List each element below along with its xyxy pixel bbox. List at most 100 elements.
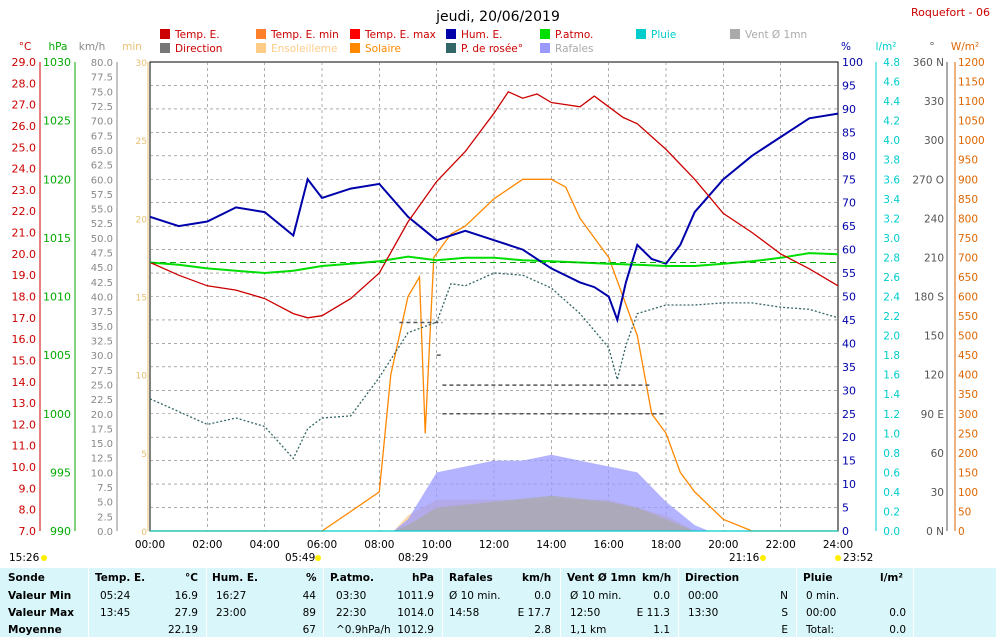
hum-axis-unit: % bbox=[841, 41, 851, 53]
rain-axis-tick-label: 0.0 bbox=[883, 526, 900, 538]
rain-axis-tick-label: 3.0 bbox=[883, 233, 900, 245]
temp-axis-tick-label: 22.0 bbox=[12, 205, 37, 218]
series-vent-1mn bbox=[150, 495, 838, 531]
legend-swatch bbox=[636, 29, 646, 39]
right-axes: 1009590858075706560555045403530252015105… bbox=[841, 41, 985, 538]
header-hum-unit: % bbox=[306, 572, 317, 584]
summary-rain: 0.0 bbox=[889, 624, 906, 636]
rain-axis-tick-label: 1.8 bbox=[883, 350, 900, 362]
header-gust: Rafales bbox=[449, 572, 493, 584]
temp-axis-tick-label: 13.0 bbox=[12, 397, 37, 410]
sunshine-axis-tick-label: 20 bbox=[136, 215, 148, 225]
wind-axis-tick-label: 42.5 bbox=[91, 278, 113, 289]
moon-rise-icon bbox=[41, 555, 47, 561]
weather-chart: 29.0 28.0 27.0 26.0 25.0 24.0 23.0 22.0 21.0 20.0… bbox=[9, 6, 990, 564]
summary-hum: 44 bbox=[302, 590, 316, 602]
rain-axis-tick-label: 2.6 bbox=[883, 272, 900, 284]
solar-axis-tick-label: 650 bbox=[958, 272, 978, 284]
humidity-axis-tick-label: 95 bbox=[842, 79, 856, 92]
solar-axis-tick-label: 1150 bbox=[958, 77, 985, 89]
sunshine-axis-tick-label: 25 bbox=[136, 137, 147, 147]
summary-dir: E bbox=[781, 624, 788, 636]
temp-axis-tick-label: 16.0 bbox=[12, 333, 37, 346]
wind-axis-tick-label: 70.0 bbox=[91, 117, 113, 128]
wind-axis-tick-label: 67.5 bbox=[91, 131, 113, 142]
summary-hum-time: 16:27 bbox=[216, 590, 247, 602]
summary-temp: 22.19 bbox=[167, 624, 198, 636]
moon-rise-time: 15:26 bbox=[9, 552, 40, 564]
summary-temp-time: 05:24 bbox=[100, 590, 131, 602]
series-p-atmo bbox=[149, 252, 839, 275]
temp-axis-tick-label: 24.0 bbox=[12, 163, 37, 176]
direction-axis-tick-label: 150 bbox=[924, 331, 944, 343]
moon-set-icon bbox=[835, 555, 841, 561]
wind-axis-tick-label: 75.0 bbox=[91, 87, 113, 98]
legend-label: Rafales bbox=[555, 43, 593, 55]
summary-wind-time: 1,1 km bbox=[570, 624, 607, 636]
humidity-axis-tick-label: 45 bbox=[842, 314, 856, 327]
solar-axis-tick-label: 50 bbox=[958, 506, 971, 518]
rain-axis-tick-label: 2.2 bbox=[883, 311, 900, 323]
temp-axis-tick-label: 19.0 bbox=[12, 269, 37, 282]
chart-series bbox=[149, 90, 839, 532]
humidity-axis-tick-label: 25 bbox=[842, 408, 856, 421]
direction-axis-tick-label: 240 bbox=[924, 213, 944, 225]
solar-axis-tick-label: 150 bbox=[958, 467, 978, 479]
header-press: P.atmo. bbox=[330, 572, 375, 584]
wind-axis-unit: km/h bbox=[79, 41, 106, 53]
legend-label: P. de rosée° bbox=[461, 43, 523, 55]
wind-axis-tick-label: 17.5 bbox=[91, 424, 113, 435]
legend-label: Solaire bbox=[365, 43, 401, 55]
header-hum: Hum. E. bbox=[212, 572, 259, 584]
direction-axis-tick-label: 180 S bbox=[914, 292, 944, 304]
time-tick-label: 18:00 bbox=[651, 539, 681, 551]
wind-axis-tick-label: 7.5 bbox=[97, 483, 113, 494]
legend-swatch bbox=[160, 29, 170, 39]
summary-press-time: 22:30 bbox=[336, 607, 367, 619]
legend-swatch bbox=[350, 43, 360, 53]
wind-axis-tick-label: 72.5 bbox=[91, 102, 113, 113]
temp-axis-tick-label: 29.0 bbox=[12, 56, 37, 69]
summary-gust-time: Ø 10 min. bbox=[449, 590, 501, 602]
wind-axis-tick-label: 22.5 bbox=[91, 395, 113, 406]
header-press-unit: hPa bbox=[412, 572, 434, 584]
humidity-axis-tick-label: 90 bbox=[842, 103, 856, 116]
solar-axis-tick-label: 200 bbox=[958, 448, 978, 460]
temp-axis-tick-label: 17.0 bbox=[12, 312, 37, 325]
legend-label: Temp. E. max bbox=[364, 29, 436, 41]
left-axes: 29.0 28.0 27.0 26.0 25.0 24.0 23.0 22.0 21.0 20.0… bbox=[12, 41, 149, 538]
temp-axis-tick-label: 26.0 bbox=[12, 120, 37, 133]
rain-axis-tick-label: 1.2 bbox=[883, 409, 900, 421]
humidity-axis-tick-label: 80 bbox=[842, 150, 856, 163]
summary-press-time: ^0.9hPa/h bbox=[336, 624, 391, 636]
wind-axis-tick-label: 0.0 bbox=[97, 527, 113, 538]
humidity-axis-tick-label: 75 bbox=[842, 173, 856, 186]
humidity-axis-tick-label: 35 bbox=[842, 361, 856, 374]
wind-axis-tick-label: 60.0 bbox=[91, 175, 113, 186]
direction-axis-tick-label: 120 bbox=[924, 370, 944, 382]
summary-press-time: 03:30 bbox=[336, 590, 367, 602]
solar-axis-unit: W/m² bbox=[951, 41, 979, 53]
time-tick-label: 22:00 bbox=[766, 539, 796, 551]
series-temp-e bbox=[149, 90, 839, 319]
humidity-axis-tick-label: 15 bbox=[842, 455, 856, 468]
sunshine-axis-tick-label: 10 bbox=[136, 372, 148, 382]
summary-table: Sonde Temp. E. °C Hum. E. % P.atmo. hPa … bbox=[0, 568, 996, 637]
sunset-time: 21:16 bbox=[729, 552, 760, 564]
temp-axis-tick-label: 11.0 bbox=[12, 440, 37, 453]
wind-axis-tick-label: 30.0 bbox=[91, 351, 113, 362]
summary-hum: 67 bbox=[302, 624, 316, 636]
summary-dir: S bbox=[781, 607, 788, 619]
temp-axis-tick-label: 27.0 bbox=[12, 99, 37, 112]
pressure-axis-tick-label: 1025 bbox=[43, 115, 71, 128]
legend-swatch bbox=[540, 29, 550, 39]
legend-swatch bbox=[350, 29, 360, 39]
temp-axis-tick-label: 7.0 bbox=[19, 525, 37, 538]
time-tick-label: 00:00 bbox=[135, 539, 165, 551]
series-hum-e bbox=[149, 112, 839, 324]
direction-axis-tick-label: 0 N bbox=[926, 526, 944, 538]
summary-press: 1011.9 bbox=[397, 590, 434, 602]
time-tick-label: 12:00 bbox=[479, 539, 509, 551]
legend-swatch bbox=[256, 43, 266, 53]
summary-wind: 0.0 bbox=[653, 590, 670, 602]
